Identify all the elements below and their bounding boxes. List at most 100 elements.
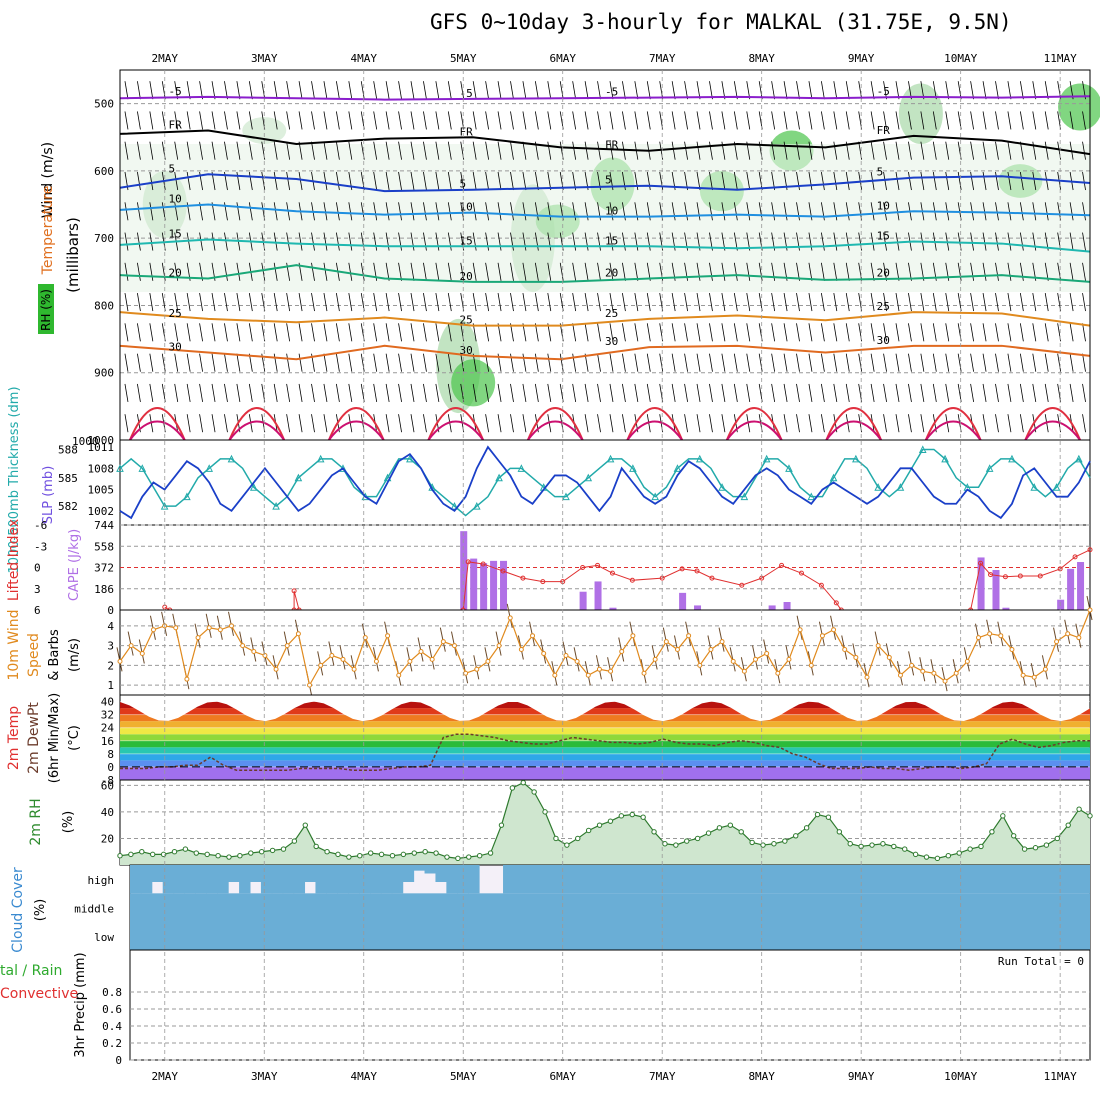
- wind-barb: [982, 111, 987, 130]
- wind-marker: [474, 666, 480, 672]
- wind-barb: [746, 383, 751, 402]
- isotherm-label: 20: [460, 270, 473, 283]
- wind-barb: [995, 171, 999, 191]
- wind-barb: [323, 414, 328, 433]
- wind-barb: [609, 383, 614, 402]
- wind-barb: [870, 262, 875, 281]
- wind-barb: [423, 353, 427, 372]
- wind-marker: [831, 627, 837, 633]
- cape-bar: [768, 605, 776, 610]
- thickness-marker: [629, 464, 637, 472]
- wind-barb: [1057, 262, 1062, 281]
- li-marker: [709, 575, 715, 581]
- wind-barb: [298, 111, 303, 130]
- temp-band: [120, 727, 1090, 735]
- cape-tick: 744: [94, 519, 114, 532]
- wind-barb: [845, 353, 850, 372]
- wind-marker: [340, 656, 346, 662]
- wind-barb: [1069, 383, 1074, 402]
- wind-marker: [942, 678, 948, 684]
- wind-barb: [646, 111, 651, 130]
- wind-barb: [348, 293, 353, 312]
- wind-marker: [797, 627, 803, 633]
- wind-barb: [783, 414, 788, 433]
- wind-barb: [224, 414, 228, 433]
- wind-barb: [696, 323, 701, 342]
- wind-barb: [485, 232, 490, 251]
- wind-barb: [373, 383, 378, 402]
- rh-marker: [553, 835, 559, 842]
- wind-barb: [1044, 293, 1049, 312]
- wind-barb: [995, 323, 999, 342]
- wind-barb: [497, 414, 502, 433]
- wind-marker: [418, 649, 424, 655]
- ylabel-rh: RH (%): [39, 289, 53, 331]
- wind-marker: [1020, 672, 1026, 678]
- cloud-high-bar: [337, 865, 349, 894]
- wind-barb: [758, 383, 763, 402]
- wind-barb: [398, 141, 402, 160]
- wind-barb: [472, 383, 477, 402]
- wind-barb: [671, 323, 676, 342]
- rh-marker: [978, 843, 984, 850]
- wind-barb: [1044, 171, 1049, 191]
- wind-barb: [584, 383, 589, 402]
- wind-barb: [833, 323, 838, 342]
- wind-barb: [547, 202, 552, 221]
- wind-barb: [609, 293, 614, 312]
- wind-barb: [783, 323, 788, 342]
- wind-barb: [311, 383, 315, 402]
- rh-marker: [651, 829, 657, 835]
- wind-barb: [584, 262, 589, 281]
- wind-barb: [323, 293, 328, 312]
- rh-marker: [531, 789, 537, 795]
- isotherm-line: [119, 344, 1091, 361]
- isotherm-label: FR: [460, 125, 474, 138]
- wind-barb: [957, 81, 962, 100]
- li-tick: -6: [34, 519, 47, 532]
- wind-barb: [398, 202, 402, 221]
- isotherm-label: 5: [877, 166, 884, 179]
- wind-barb: [820, 353, 825, 372]
- wind-barb: [1019, 293, 1024, 312]
- wind-barb: [1032, 323, 1037, 342]
- wind-marker: [262, 652, 268, 658]
- cloud-mid-low: [130, 893, 1090, 950]
- wind-barb: [883, 171, 887, 191]
- wind-barb: [1069, 111, 1074, 130]
- wind-barb: [833, 353, 838, 372]
- wind-barb: [609, 81, 614, 100]
- wind-barb: [1082, 383, 1086, 402]
- wind-barb: [1057, 383, 1062, 402]
- thickness-marker: [584, 473, 593, 482]
- wind-barb: [373, 323, 378, 342]
- wind-barb: [311, 81, 315, 100]
- wind-barb: [1019, 202, 1024, 221]
- wind-barb: [137, 383, 141, 402]
- wind-barb: [497, 81, 502, 100]
- wind-barb: [298, 171, 303, 191]
- wind-barb: [622, 323, 626, 342]
- wind-barb: [771, 111, 776, 130]
- wind-barb: [1069, 262, 1074, 281]
- rh-tick: 60: [101, 779, 114, 792]
- wind-barb: [783, 353, 788, 372]
- wind-barb: [895, 171, 900, 191]
- warm-arc: [129, 420, 186, 441]
- thickness-marker: [1030, 483, 1039, 491]
- wind-barb: [447, 141, 452, 160]
- wind-barb: [721, 171, 726, 191]
- wind-barb: [510, 232, 514, 251]
- wind-barb: [410, 81, 415, 100]
- wind-barb: [995, 111, 999, 130]
- wind-barb: [547, 293, 552, 312]
- wind-barb: [808, 323, 813, 342]
- wind-barb: [833, 232, 838, 251]
- cloud-high-bar: [435, 865, 447, 882]
- wind-marker: [741, 668, 747, 674]
- wind-barb: [485, 414, 490, 433]
- wind-marker: [842, 647, 848, 653]
- cloud-high-block: [503, 865, 1090, 894]
- isotherm-line: [119, 264, 1091, 283]
